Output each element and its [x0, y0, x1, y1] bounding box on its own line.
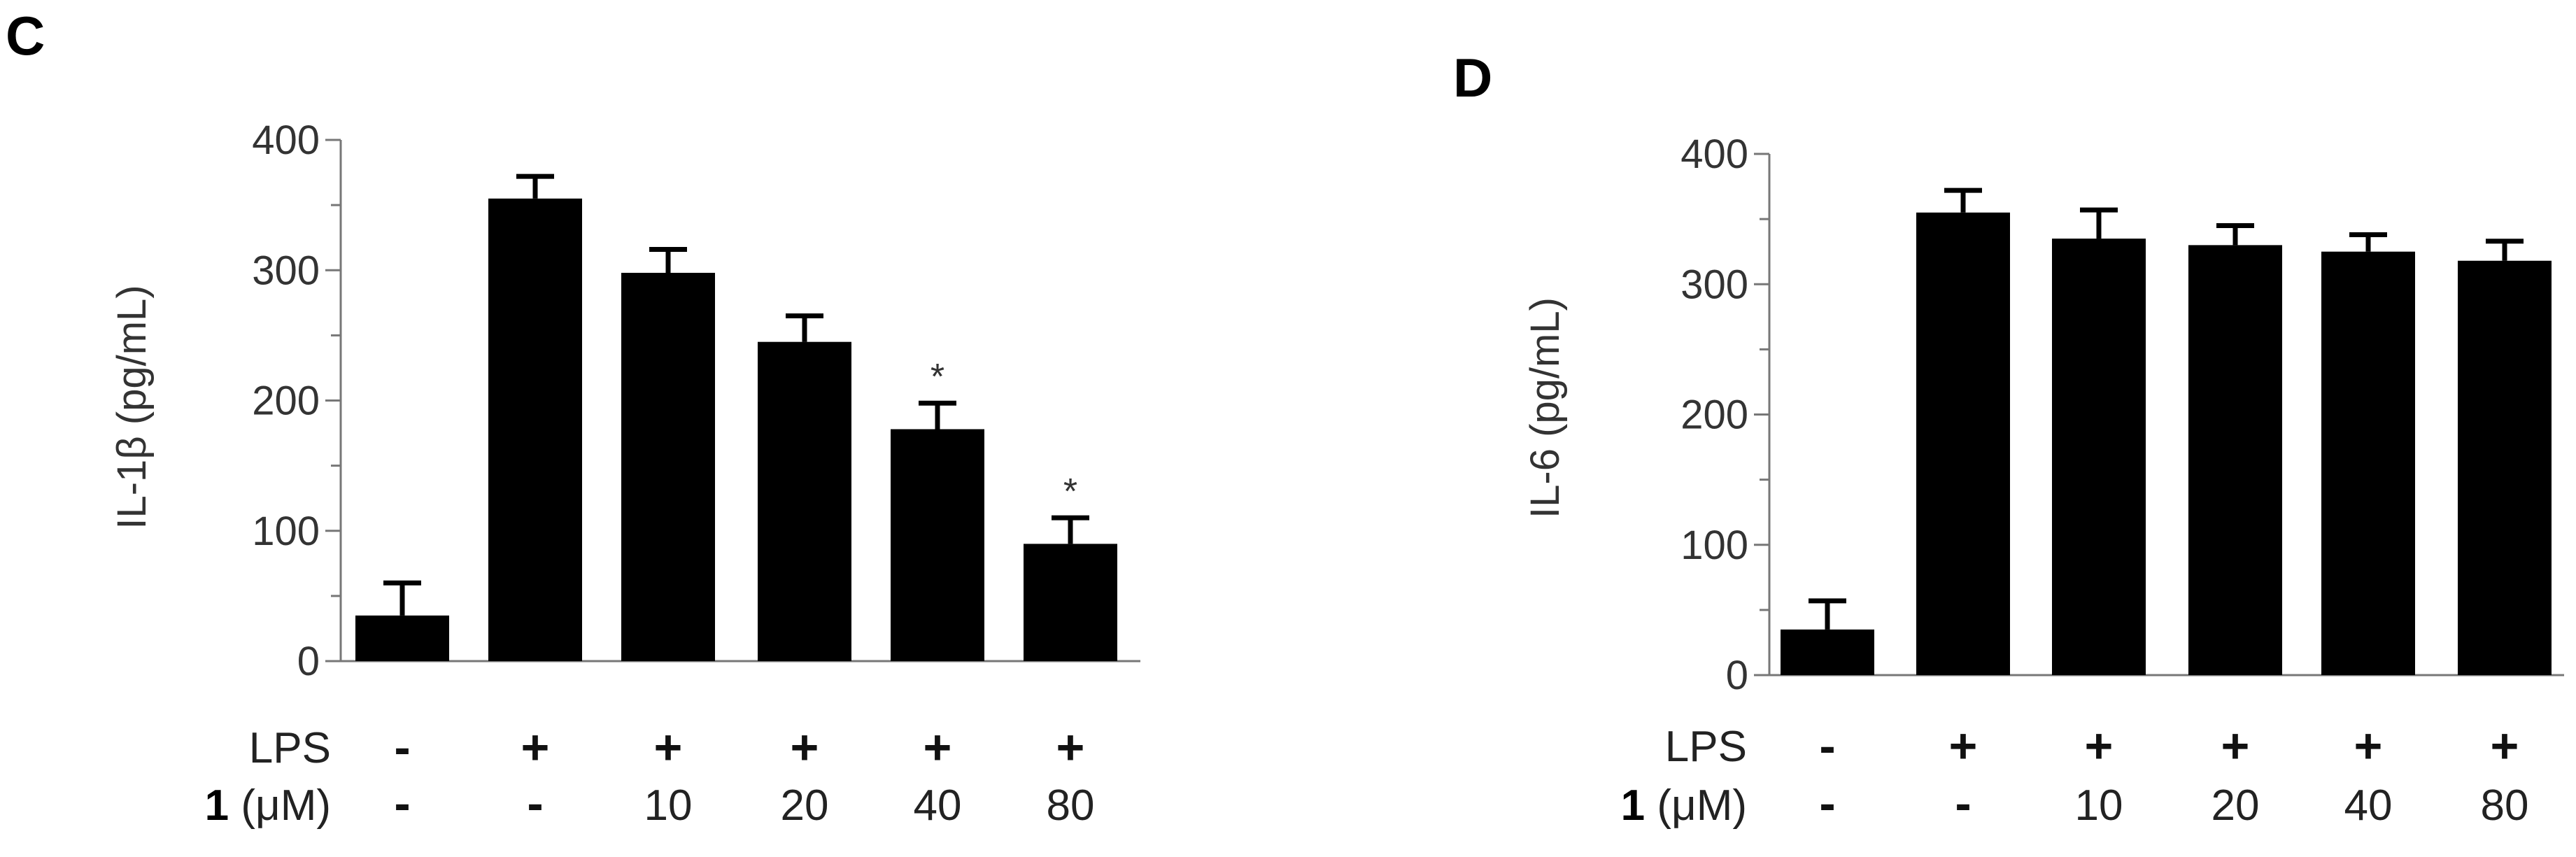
bar: [355, 615, 449, 661]
y-tick-label: 400: [252, 118, 320, 163]
significance-marker: *: [1063, 472, 1077, 512]
bar: [1024, 544, 1117, 661]
lps-condition-sign: -: [1819, 718, 1835, 773]
y-tick-label: 100: [252, 509, 320, 554]
bar: [1781, 629, 1874, 675]
lps-condition-sign: +: [2085, 718, 2114, 773]
dose-condition-value: -: [1819, 776, 1835, 830]
lps-condition-sign: +: [2354, 718, 2383, 773]
compound-unit: (μM): [1645, 781, 1747, 830]
dose-condition-value: -: [394, 776, 410, 830]
y-axis-title: IL-6 (pg/mL): [1522, 297, 1568, 518]
y-tick-label: 400: [1680, 132, 1748, 177]
y-tick-label: 200: [252, 378, 320, 424]
row-label-compound: 1 (μM): [205, 781, 331, 830]
row-label-lps: LPS: [1665, 723, 1747, 771]
lps-condition-sign: +: [654, 720, 683, 774]
dose-condition-value: 20: [781, 781, 829, 830]
y-tick-label: 0: [297, 639, 320, 684]
bar: [2188, 245, 2282, 675]
dose-condition-value: 10: [2075, 781, 2123, 830]
dose-condition-value: -: [527, 776, 543, 830]
y-tick-label: 0: [1726, 653, 1748, 698]
dose-condition-value: 20: [2211, 781, 2260, 830]
dose-condition-value: -: [1955, 776, 1971, 830]
bar: [2052, 239, 2146, 675]
bar: [2458, 260, 2552, 676]
y-tick-label: 300: [252, 248, 320, 293]
lps-condition-sign: +: [1056, 720, 1085, 774]
bar: [621, 272, 715, 662]
panel-letter: C: [6, 5, 45, 66]
row-label-compound: 1 (μM): [1621, 781, 1747, 830]
row-label-lps: LPS: [249, 724, 331, 772]
dose-condition-value: 10: [644, 781, 693, 830]
lps-condition-sign: +: [791, 720, 819, 774]
compound-number: 1: [205, 781, 229, 830]
bar: [758, 341, 851, 661]
bar: [891, 429, 984, 661]
dose-condition-value: 40: [2344, 781, 2393, 830]
lps-condition-sign: +: [2221, 718, 2250, 773]
y-tick-label: 300: [1680, 262, 1748, 307]
bar: [1916, 212, 2010, 675]
compound-number: 1: [1621, 781, 1645, 830]
bar: [2321, 251, 2415, 675]
lps-condition-sign: +: [923, 720, 952, 774]
bar: [488, 198, 582, 661]
y-tick-label: 200: [1680, 392, 1748, 438]
lps-condition-sign: +: [521, 720, 550, 774]
y-axis-title: IL-1β (pg/mL): [109, 285, 155, 529]
compound-unit: (μM): [229, 781, 331, 830]
lps-condition-sign: +: [1949, 718, 1978, 773]
dose-condition-value: 80: [1047, 781, 1095, 830]
y-tick-label: 100: [1680, 523, 1748, 568]
lps-condition-sign: -: [394, 720, 410, 774]
panel-letter: D: [1453, 47, 1492, 108]
significance-marker: *: [930, 357, 944, 397]
dose-condition-value: 40: [914, 781, 962, 830]
dose-condition-value: 80: [2481, 781, 2529, 830]
lps-condition-sign: +: [2491, 718, 2519, 773]
